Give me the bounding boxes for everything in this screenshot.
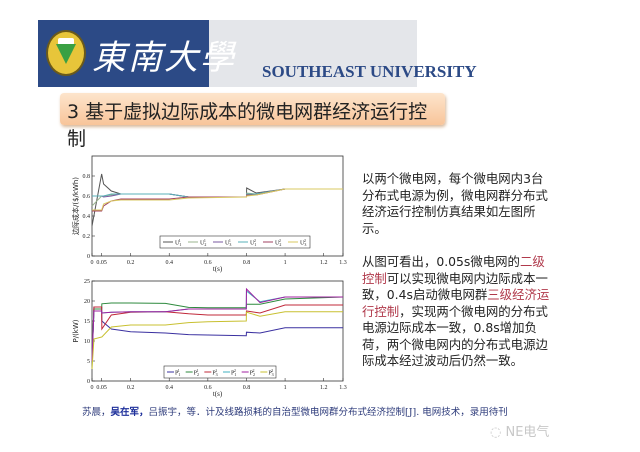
slide-title-bar: 3 基于虚拟边际成本的微电网群经济运行控制 [60,93,445,150]
y-tick-label: 10 [84,339,90,345]
y-axis-label: 边际成本/($/kWh) [71,177,80,235]
power-chart: 0 0.05 0.2 0.4 0.6 0.8 1 1.2 1.30510152025t(s)P/… [72,279,347,398]
x-tick-label: 0.05 [96,385,107,391]
x-axis-label: t(s) [213,390,223,398]
watermark: ◌ NE电气 [490,425,550,440]
x-tick-label: 1 [284,385,287,391]
x-tick-label: 1 [284,260,287,266]
paragraph-analysis: 从图可看出，0.05s微电网的二级控制可以实现微电网内边际成本一致，0.4s启动… [362,254,552,370]
legend-label: U11 [175,238,181,247]
series-line [91,311,343,370]
legend-label: U22 [275,238,281,247]
y-tick-label: 5 [87,359,90,365]
legend [159,235,311,249]
paragraph-text: 从图可看出，0.05s微电网的 [362,254,520,269]
x-tick-label: 0.2 [127,385,135,391]
header-gray-band [209,20,417,87]
university-seal-icon [46,30,86,76]
y-tick-label: 0.4 [83,214,91,220]
paragraph-text: 可以实现微电网内边际成本一致，0.4s启动微电网群 [362,270,548,303]
y-tick-label: 0 [87,379,90,385]
x-tick-label: 0.6 [204,385,212,391]
paragraph-intro: 以两个微电网，每个微电网内3台分布式电源为例，微电网群分布式经济运行控制仿真结果… [362,171,548,236]
y-tick-label: 0.6 [83,194,91,200]
x-axis-label: t(s) [213,265,223,273]
x-tick-label: 0 [91,260,94,266]
y-tick-label: 20 [84,299,90,305]
x-tick-label: 1.3 [339,260,347,266]
x-tick-label: 0.4 [165,385,173,391]
paragraph-text: ，实现两个微电网的分布式电源边际成本一致，0.8s增加负荷，两个微电网内的分布式… [362,303,548,369]
legend-label: U21 [200,238,206,247]
reference: 苏晨，吴在军，吕振宇，等．计及线路损耗的自治型微电网群分布式经济控制[J]. 电… [82,404,508,418]
x-tick-label: 0.6 [204,260,212,266]
series-line [92,188,343,198]
legend-label: P21 [194,368,199,377]
ref-author-1: 苏晨， [82,407,111,418]
legend [163,365,277,379]
y-axis-label: P/(kW) [72,319,80,342]
series-line [91,287,343,362]
legend-label: U31 [225,238,231,247]
y-tick-label: 0.2 [83,234,91,240]
legend-label: P12 [231,368,236,377]
y-tick-label: 25 [84,279,90,285]
slide-title: 3 基于虚拟边际成本的微电网群经济运行控制 [67,101,428,150]
highlight-term: 三级经济运行控制 [362,287,550,319]
highlight-term: 二级控制 [362,254,545,286]
y-tick-label: 15 [84,319,90,325]
x-tick-label: 0.8 [243,385,251,391]
legend-label: U32 [300,238,306,247]
x-tick-label: 0.4 [165,260,173,266]
legend-label: P31 [212,368,217,377]
x-tick-label: 1.2 [320,260,328,266]
legend-label: P32 [268,368,273,377]
x-tick-label: 1.2 [320,385,328,391]
university-name-cn: 東南大學 [92,38,236,78]
x-tick-label: 0.05 [96,260,107,266]
ref-author-2: 吴在军， [110,407,149,418]
legend-label: P22 [250,368,255,377]
x-tick-label: 0.2 [127,260,135,266]
x-tick-label: 0 [91,385,94,391]
ref-rest: 吕振宇，等．计及线路损耗的自治型微电网群分布式经济控制[J]. 电网技术，录用待… [148,407,508,418]
plot-area [91,280,344,382]
legend-label: P11 [175,368,180,377]
marginal-cost-chart: 0 0.05 0.2 0.4 0.6 0.8 1 1.2 1.300.20.40.60.8t(s… [71,155,347,273]
x-tick-label: 0.8 [243,260,251,266]
y-tick-label: 0.8 [83,174,91,180]
legend-label: U12 [250,238,256,247]
university-name-en: SOUTHEAST UNIVERSITY [262,62,477,81]
series-line [92,188,343,211]
x-tick-label: 1.3 [339,385,347,391]
y-tick-label: 0 [87,254,90,260]
